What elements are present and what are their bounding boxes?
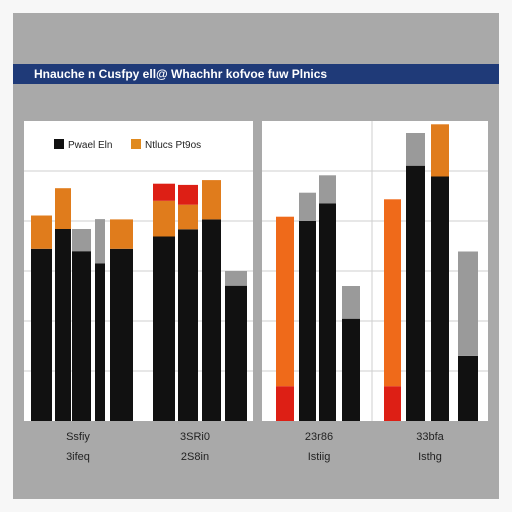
bar-segment-gray: [299, 192, 316, 221]
bar-segment-dark_orange: [153, 200, 175, 237]
bar-segment-black: [55, 229, 71, 421]
bar-segment-black: [95, 263, 105, 421]
bar-segment-dark_orange: [55, 188, 71, 229]
legend-label-2: Ntlucs Pt9os: [145, 140, 201, 151]
bar-segment-dark_orange: [110, 219, 133, 249]
bar-segment-black: [299, 220, 316, 421]
bar-segment-dark_orange: [178, 204, 198, 230]
x-label: Ssfiy: [66, 431, 90, 443]
x-label: 23r86: [305, 431, 333, 443]
title-band: [13, 64, 499, 84]
bar-segment-black: [319, 203, 336, 421]
bar-segment-gray: [95, 219, 105, 264]
x-label: 33bfa: [416, 431, 444, 443]
bar-segment-red: [384, 386, 401, 421]
left-x-labels: Ssfiy 3ifeq 3SRi0 2S8in: [66, 431, 210, 463]
bar-segment-gray: [406, 133, 425, 166]
legend-swatch-orange: [131, 139, 141, 149]
bar-segment-red: [153, 183, 175, 201]
bar-segment-dark_orange: [431, 124, 449, 177]
bar-segment-gray: [72, 229, 91, 252]
bar-segment-red: [276, 386, 294, 421]
bar-segment-black: [72, 251, 91, 421]
legend-label-1: Pwael Eln: [68, 140, 112, 151]
right-x-labels: 23r86 Istiig 33bfa Isthg: [305, 431, 445, 463]
x-label: Istiig: [308, 451, 331, 463]
x-label: 3ifeq: [66, 451, 90, 463]
bar-segment-gray: [319, 175, 336, 204]
right-bar-group: [276, 124, 478, 421]
left-bar-group: [31, 180, 247, 421]
x-label: Isthg: [418, 451, 442, 463]
bar-segment-gray: [225, 271, 247, 286]
bar-segment-black: [342, 318, 360, 421]
bar-segment-black: [178, 229, 198, 421]
bar-segment-black: [202, 219, 221, 421]
bar-segment-gray: [458, 251, 478, 356]
bar-segment-black: [225, 285, 247, 421]
bar-segment-dark_orange: [202, 180, 221, 220]
bar-segment-dark_orange: [31, 215, 52, 249]
bar-segment-black: [406, 165, 425, 421]
x-label: 2S8in: [181, 451, 209, 463]
bar-segment-black: [110, 248, 133, 421]
bar-segment-orange: [384, 199, 401, 387]
x-label: 3SRi0: [180, 431, 210, 443]
bar-segment-red: [178, 184, 198, 205]
bar-segment-black: [458, 355, 478, 421]
legend: Pwael Eln Ntlucs Pt9os: [54, 139, 201, 151]
bar-segment-orange: [276, 216, 294, 387]
bar-segment-black: [431, 176, 449, 421]
bar-segment-black: [153, 236, 175, 421]
bar-segment-black: [31, 248, 52, 421]
bar-segment-gray: [342, 286, 360, 319]
chart-title: Hnauche n Cusfpy ell@ Whachhr kofvoe fuw…: [34, 67, 327, 81]
legend-swatch-black: [54, 139, 64, 149]
